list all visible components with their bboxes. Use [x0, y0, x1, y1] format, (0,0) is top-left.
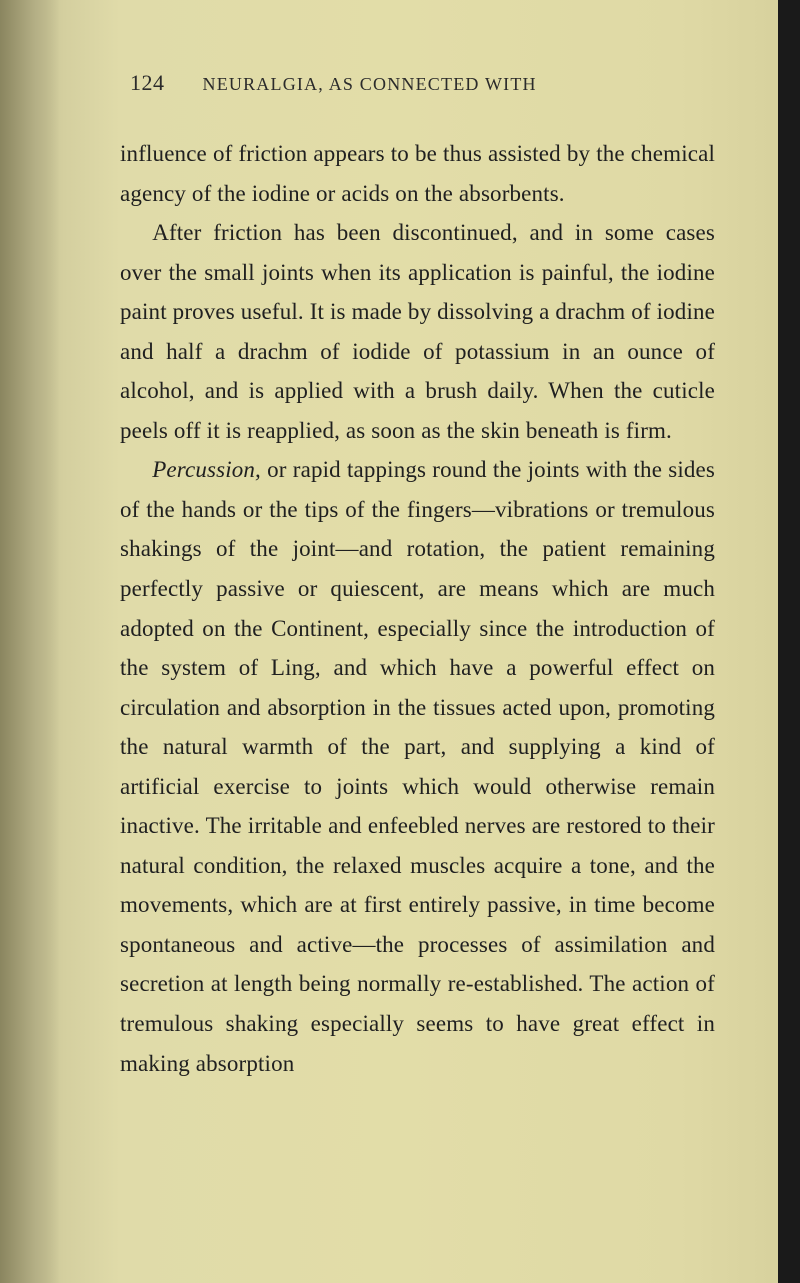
paragraph-3-rest: or rapid tappings round the joints with …	[120, 457, 715, 1075]
italic-lead: Percussion,	[152, 457, 261, 482]
body-text: influence of friction appears to be thus…	[120, 134, 715, 1083]
paragraph-1: influence of friction appears to be thus…	[120, 134, 715, 213]
scanned-page: 124 NEURALGIA, AS CONNECTED WITH influen…	[0, 0, 800, 1283]
page-number: 124	[130, 70, 165, 96]
running-head: NEURALGIA, AS CONNECTED WITH	[203, 74, 537, 95]
page-header: 124 NEURALGIA, AS CONNECTED WITH	[130, 70, 715, 96]
paragraph-2: After friction has been discontinued, an…	[120, 213, 715, 450]
paragraph-3: Percussion, or rapid tappings round the …	[120, 450, 715, 1083]
